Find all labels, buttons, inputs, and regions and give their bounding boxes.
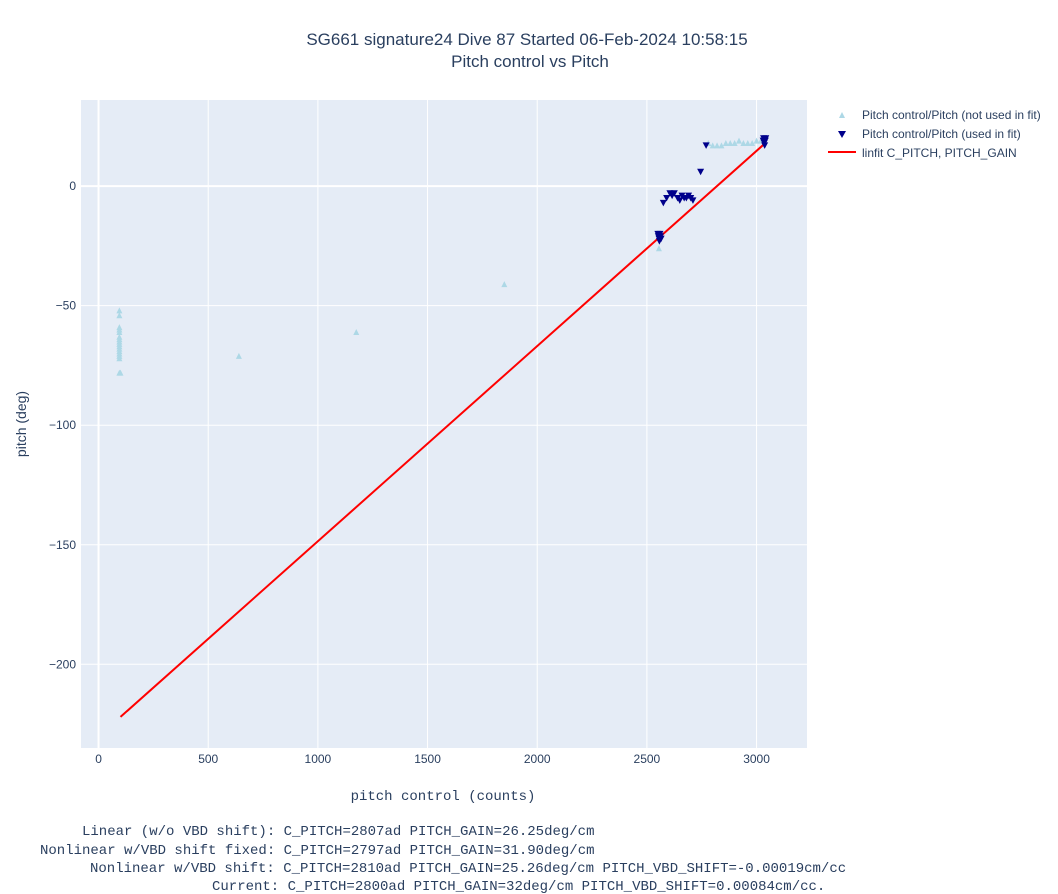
fit-annotations: Linear (w/o VBD shift): C_PITCH=2807ad P… bbox=[40, 824, 846, 894]
annotation-linear: Linear (w/o VBD shift): C_PITCH=2807ad P… bbox=[82, 824, 594, 840]
annotation-nonlinear: Nonlinear w/VBD shift: C_PITCH=2810ad PI… bbox=[90, 861, 846, 877]
data-point-not-used bbox=[116, 312, 123, 319]
grid bbox=[81, 100, 807, 748]
data-point-used bbox=[689, 197, 697, 204]
data-point-used bbox=[663, 195, 671, 202]
data-point-not-used bbox=[718, 142, 725, 149]
data-point-not-used bbox=[117, 369, 124, 376]
data-point-not-used bbox=[722, 140, 729, 147]
legend-item-used[interactable]: Pitch control/Pitch (used in fit) bbox=[838, 127, 1021, 141]
legend[interactable]: Pitch control/Pitch (not used in fit) Pi… bbox=[828, 108, 1041, 160]
y-tick-label: −100 bbox=[49, 418, 76, 432]
x-tick-label: 0 bbox=[95, 752, 102, 766]
y-tick-label: −200 bbox=[49, 657, 76, 671]
x-tick-label: 1000 bbox=[305, 752, 332, 766]
legend-item-fit[interactable]: linfit C_PITCH, PITCH_GAIN bbox=[828, 146, 1017, 160]
data-point-not-used bbox=[116, 307, 123, 314]
data-point-not-used bbox=[235, 352, 242, 359]
x-tick-label: 2500 bbox=[634, 752, 661, 766]
series bbox=[116, 135, 770, 718]
x-tick-label: 3000 bbox=[743, 752, 770, 766]
data-point-used bbox=[659, 199, 667, 207]
chart-subtitle: Pitch control vs Pitch bbox=[451, 52, 609, 71]
legend-label-fit: linfit C_PITCH, PITCH_GAIN bbox=[862, 146, 1017, 160]
chart-title: SG661 signature24 Dive 87 Started 06-Feb… bbox=[306, 30, 747, 49]
data-point-not-used bbox=[736, 137, 743, 144]
plot-area bbox=[81, 100, 807, 748]
x-tick-label: 1500 bbox=[414, 752, 441, 766]
data-point-not-used bbox=[714, 142, 721, 149]
annotation-current: Current: C_PITCH=2800ad PITCH_GAIN=32deg… bbox=[212, 879, 825, 894]
data-point-not-used bbox=[353, 328, 360, 335]
y-axis-label: pitch (deg) bbox=[13, 391, 29, 457]
data-point-used bbox=[762, 135, 770, 142]
triangle-down-icon bbox=[838, 131, 846, 138]
data-point-not-used bbox=[501, 281, 508, 288]
legend-item-not-used[interactable]: Pitch control/Pitch (not used in fit) bbox=[839, 108, 1041, 122]
data-point-not-used bbox=[753, 137, 760, 144]
legend-label-not-used: Pitch control/Pitch (not used in fit) bbox=[862, 108, 1041, 122]
triangle-up-icon bbox=[839, 112, 845, 118]
data-point-not-used bbox=[740, 140, 747, 147]
data-point-used bbox=[702, 142, 710, 149]
x-axis-ticks: 0 500 1000 1500 2000 2500 3000 bbox=[95, 752, 770, 766]
x-axis-label: pitch control (counts) bbox=[351, 789, 536, 805]
data-point-not-used bbox=[744, 140, 751, 147]
x-tick-label: 2000 bbox=[524, 752, 551, 766]
annotation-nonlinear-fixed: Nonlinear w/VBD shift fixed: C_PITCH=279… bbox=[40, 843, 595, 859]
data-point-used bbox=[761, 142, 769, 149]
data-point-not-used bbox=[116, 355, 123, 362]
data-point-not-used bbox=[749, 140, 756, 147]
data-point-not-used bbox=[655, 245, 662, 252]
data-point-not-used bbox=[727, 140, 734, 147]
data-point-used bbox=[676, 197, 684, 204]
data-point-not-used bbox=[709, 142, 716, 149]
legend-label-used: Pitch control/Pitch (used in fit) bbox=[862, 127, 1021, 141]
data-point-not-used bbox=[116, 328, 123, 335]
y-tick-label: −150 bbox=[49, 538, 76, 552]
data-point-used bbox=[697, 168, 705, 176]
y-tick-label: −50 bbox=[56, 299, 77, 313]
y-axis-ticks: 0 −50 −100 −150 −200 bbox=[49, 179, 76, 671]
data-point-used bbox=[657, 235, 665, 243]
data-point-used bbox=[670, 190, 678, 197]
x-tick-label: 500 bbox=[198, 752, 218, 766]
y-tick-label: 0 bbox=[69, 179, 76, 193]
data-point-not-used bbox=[731, 140, 738, 147]
